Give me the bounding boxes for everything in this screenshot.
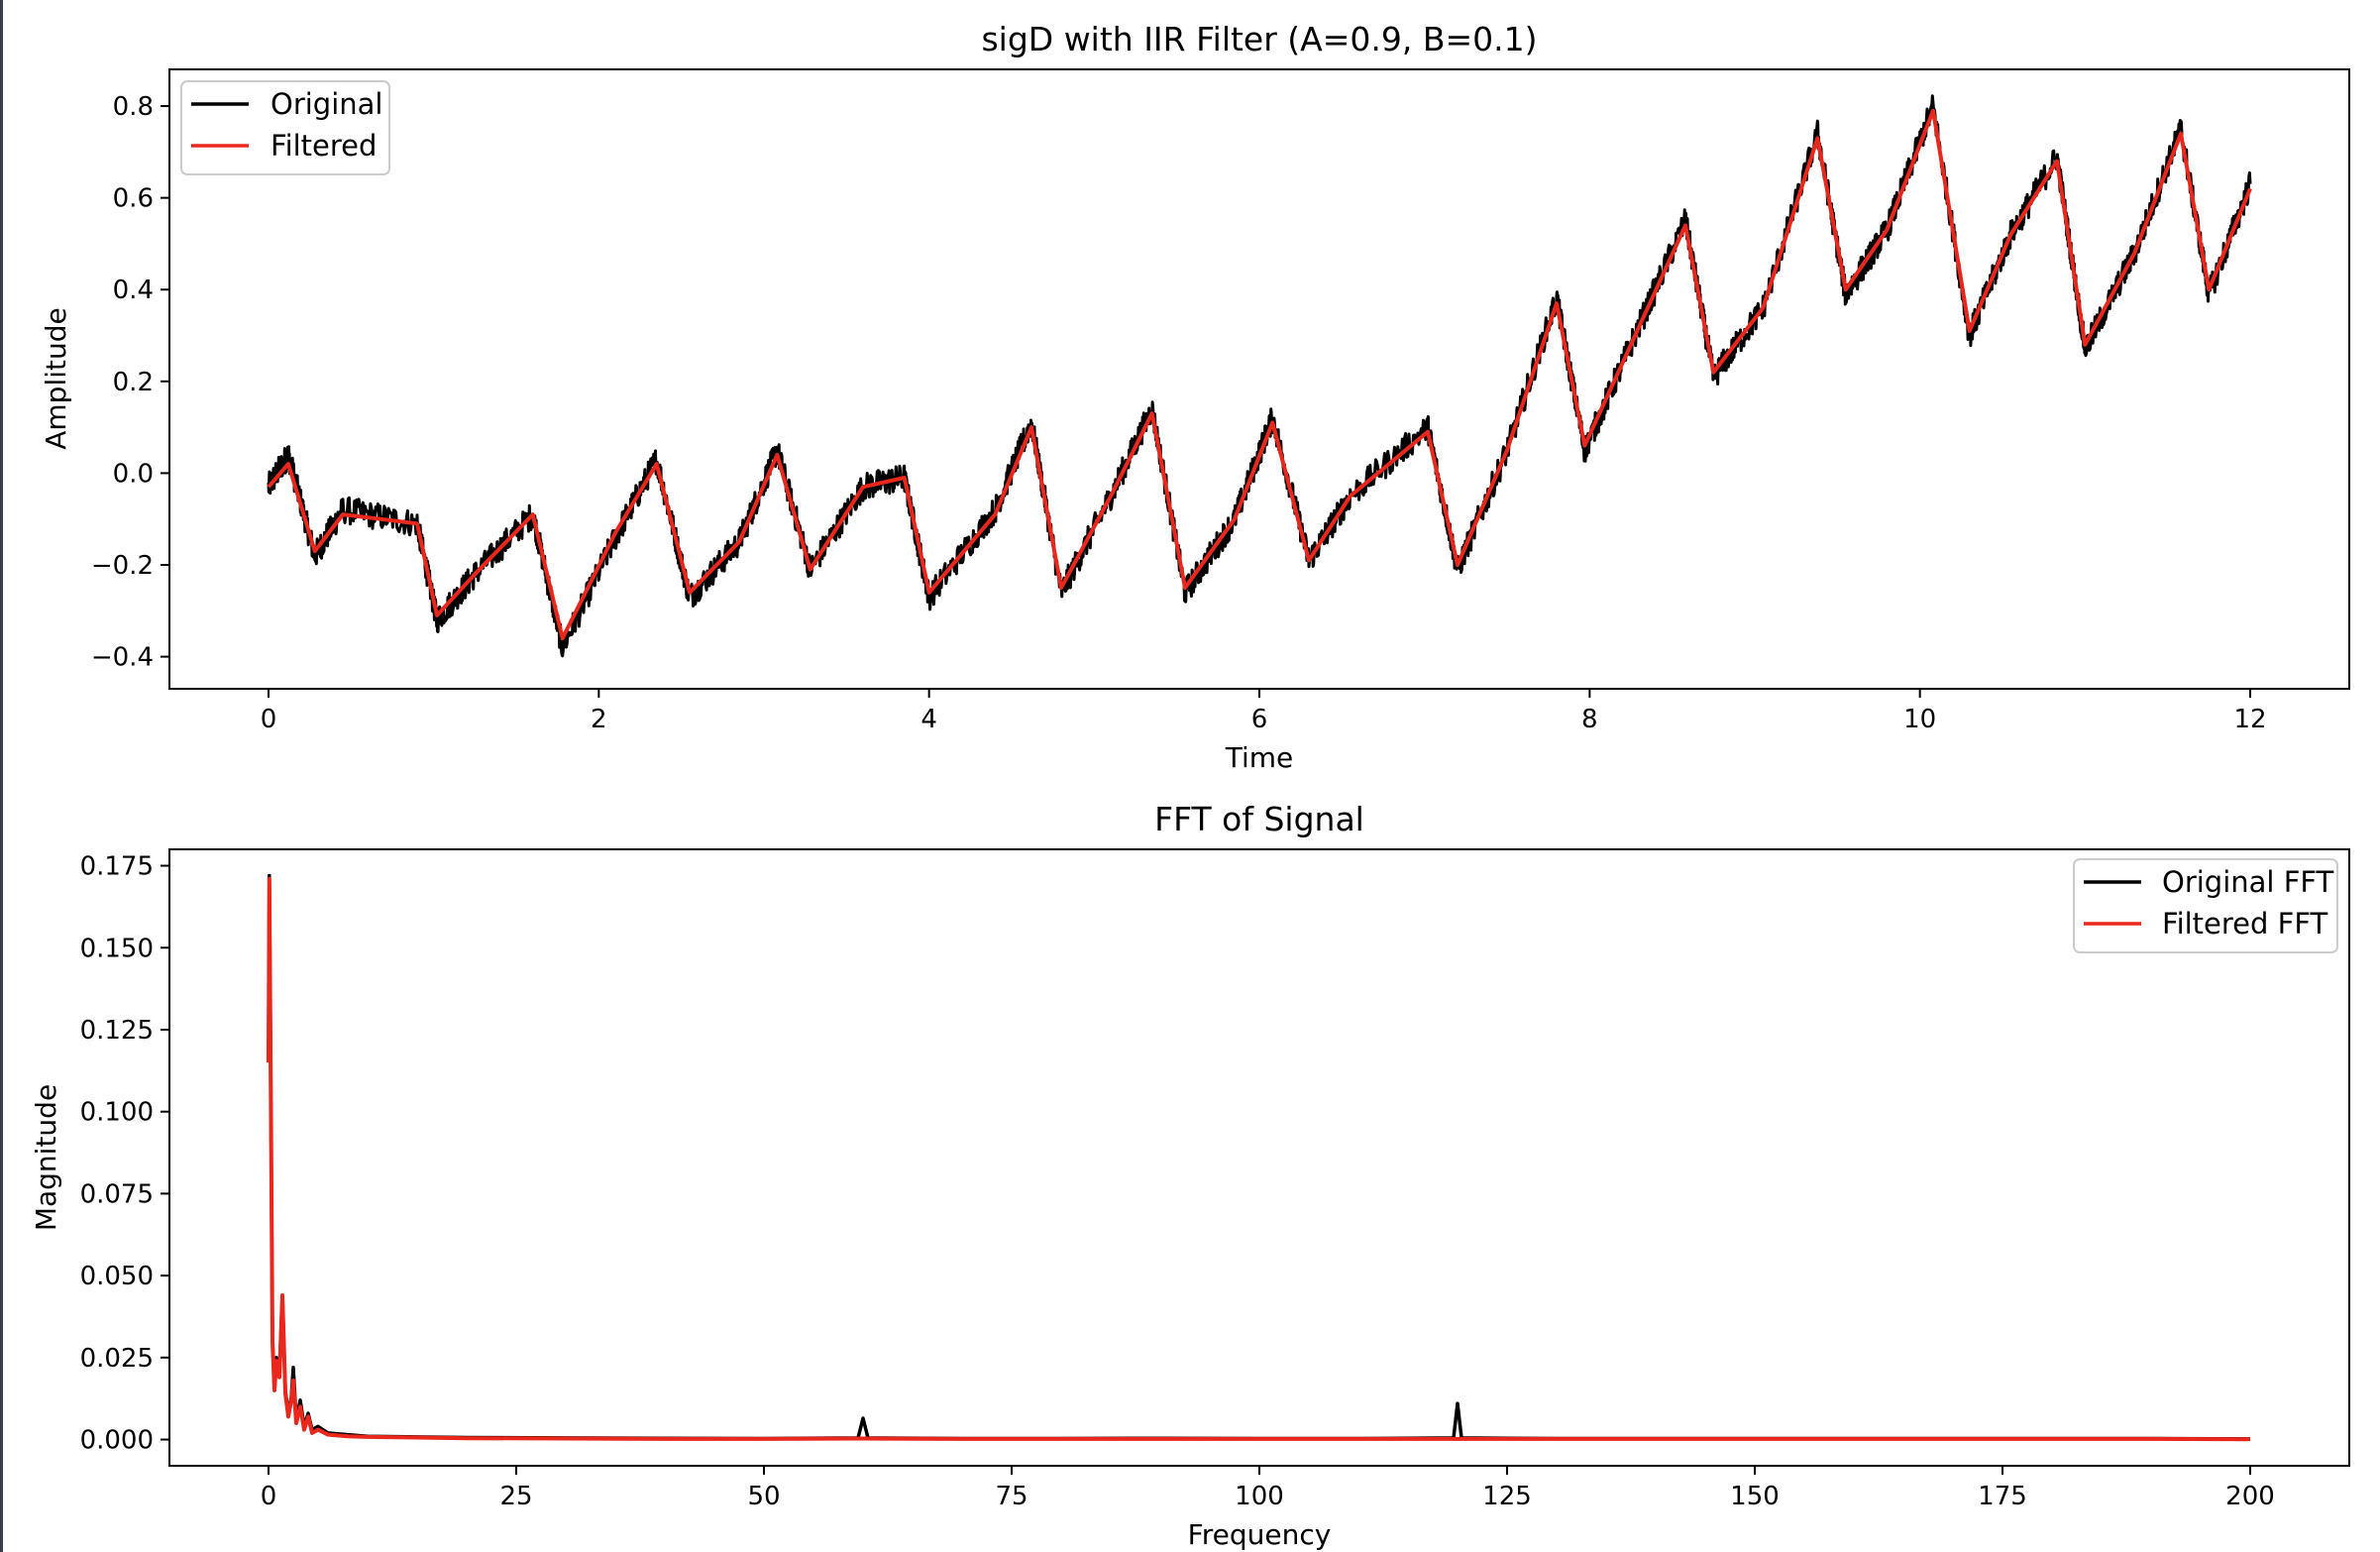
y-tick-label: 0.8 [113,92,154,122]
y-tick-label: −0.2 [91,551,154,581]
plot-frame-fft [168,848,2350,1467]
x-tick-label: 100 [1235,1482,1284,1511]
plot-frame-time [168,68,2350,690]
legend-fft: Original FFT Filtered FFT [2073,858,2338,953]
series-line-filtered [267,108,2252,641]
legend-label-original: Original [270,87,382,121]
y-tick-label: 0.100 [80,1098,154,1128]
time-series-lines [267,94,2252,658]
x-tick-label: 175 [1978,1482,2027,1511]
x-tick-label: 6 [1251,705,1268,734]
x-tick-label: 4 [920,705,937,734]
x-axis-label-time: Time [1225,741,1294,774]
x-tick-label: 10 [1903,705,1936,734]
x-tick-label: 75 [995,1482,1028,1511]
window-edge-strip [0,0,3,1552]
legend-label-filtered: Filtered [270,129,377,163]
x-tick-label: 12 [2233,705,2266,734]
x-tick-label: 125 [1482,1482,1532,1511]
series-line-filtered-fft [267,876,2251,1442]
time-axis-ticks: 0 2 4 6 8 10 12 −0.4 −0.2 0.0 0.2 0.4 0.6 0.8 [91,92,2267,734]
chart-title-fft: FFT of Signal [1154,800,1364,838]
y-tick-label: 0.000 [80,1426,154,1456]
x-tick-label: 2 [591,705,607,734]
x-tick-label: 25 [499,1482,532,1511]
y-axis-label-time: Amplitude [40,307,72,450]
x-tick-label: 0 [261,1482,277,1511]
fft-axis-ticks: 0 25 50 75 100 125 150 175 200 0.000 0.025 0.050 0.0… [80,852,2275,1511]
y-tick-label: −0.4 [91,643,154,673]
y-tick-label: 0.125 [80,1016,154,1046]
series-line-original [267,94,2252,658]
frequency-domain-chart: FFT of Signal 0 25 50 75 100 125 150 175 200 0.00… [30,800,2350,1551]
x-axis-label-fft: Frequency [1188,1518,1332,1551]
x-tick-label: 200 [2225,1482,2275,1511]
y-tick-label: 0.050 [80,1262,154,1291]
x-tick-label: 8 [1581,705,1598,734]
x-tick-label: 150 [1730,1482,1780,1511]
legend-time: Original Filtered [180,80,390,175]
y-tick-label: 0.6 [113,184,154,214]
y-tick-label: 0.175 [80,852,154,882]
x-tick-label: 50 [747,1482,780,1511]
y-tick-label: 0.2 [113,368,154,397]
series-line-original-fft [267,873,2251,1441]
time-domain-chart: sigD with IIR Filter (A=0.9, B=0.1) 0 2 4 6… [40,20,2350,774]
chart-title-time: sigD with IIR Filter (A=0.9, B=0.1) [981,20,1537,58]
fft-series-lines [267,873,2251,1442]
y-tick-label: 0.0 [113,459,154,489]
legend-label-filtered-fft: Filtered FFT [2162,907,2328,941]
y-tick-label: 0.150 [80,934,154,963]
legend-label-original-fft: Original FFT [2162,865,2334,899]
x-tick-label: 0 [261,705,277,734]
y-tick-label: 0.075 [80,1179,154,1209]
y-tick-label: 0.4 [113,276,154,305]
y-tick-label: 0.025 [80,1344,154,1374]
y-axis-label-fft: Magnitude [30,1084,62,1231]
